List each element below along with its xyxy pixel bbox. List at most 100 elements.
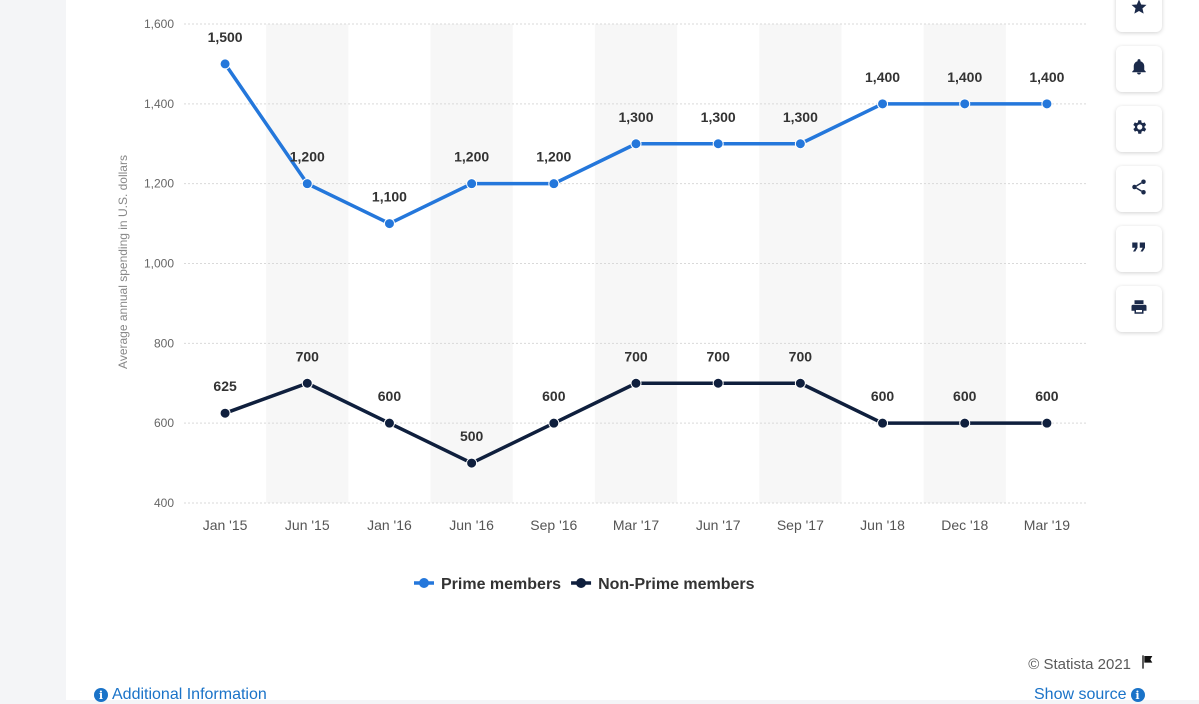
y-axis-label: Average annual spending in U.S. dollars (116, 155, 130, 369)
data-label: 1,100 (372, 189, 407, 205)
data-point (301, 178, 313, 190)
y-tick-label: 600 (154, 416, 174, 430)
data-point (548, 417, 560, 429)
data-label: 1,400 (865, 69, 900, 85)
legend-item-non-prime[interactable]: Non-Prime members (571, 576, 755, 593)
show-source-link[interactable]: Show source i (1034, 686, 1145, 704)
data-point (712, 377, 724, 389)
data-point (383, 417, 395, 429)
legend-swatch-marker (576, 578, 587, 588)
data-point (877, 417, 889, 429)
data-label: 1,200 (536, 149, 571, 165)
x-tick-label: Mar '19 (1024, 517, 1070, 533)
data-point (548, 178, 560, 190)
alternate-band (266, 24, 349, 503)
data-point (1041, 417, 1053, 429)
series-lines: 1,500 1,200 1,100 1,200 1,200 1,300 1,300 1,300… (208, 29, 1065, 469)
x-tick-label: Jun '18 (860, 517, 905, 533)
print-icon (1130, 298, 1148, 321)
data-label: 600 (542, 388, 566, 404)
chart-toolbar (1116, 0, 1164, 346)
credit-text: © Statista 2021 (1028, 655, 1131, 673)
data-label: 1,300 (701, 109, 736, 125)
data-label: 1,400 (947, 69, 982, 85)
data-label: 1,500 (208, 29, 243, 45)
legend-label: Non-Prime members (598, 576, 755, 593)
show-source-label: Show source (1034, 686, 1127, 703)
x-tick-label: Jan '15 (203, 517, 248, 533)
x-tick-label: Jun '16 (449, 517, 494, 533)
data-label: 700 (624, 348, 648, 364)
data-point (219, 407, 231, 419)
data-label: 1,400 (1029, 69, 1064, 85)
additional-information-link[interactable]: i Additional Information (94, 686, 267, 704)
y-tick-label: 1,600 (144, 17, 174, 31)
y-tick-label: 400 (154, 496, 174, 510)
y-tick-label: 1,000 (144, 257, 174, 271)
data-label: 700 (296, 348, 320, 364)
data-label: 600 (871, 388, 895, 404)
data-label: 700 (707, 348, 731, 364)
data-point (466, 457, 478, 469)
x-tick-label: Jan '16 (367, 517, 412, 533)
notification-button[interactable] (1116, 46, 1162, 92)
x-tick-label: Sep '17 (777, 517, 824, 533)
gear-icon (1130, 118, 1148, 141)
chart-card: 400 600 800 1,000 1,200 1,400 1,600 Jan '15 Jun… (66, 0, 1199, 700)
additional-information-label: Additional Information (112, 686, 267, 703)
data-label: 1,300 (783, 109, 818, 125)
data-label: 625 (213, 378, 237, 394)
print-button[interactable] (1116, 286, 1162, 332)
data-label: 1,300 (618, 109, 653, 125)
settings-button[interactable] (1116, 106, 1162, 152)
data-point (1041, 98, 1053, 110)
share-icon (1130, 178, 1148, 201)
x-tick-label: Jun '15 (285, 517, 330, 533)
data-label: 700 (789, 348, 813, 364)
x-tick-label: Jun '17 (696, 517, 741, 533)
data-point (630, 377, 642, 389)
data-label: 1,200 (290, 149, 325, 165)
data-label: 1,200 (454, 149, 489, 165)
data-point (959, 98, 971, 110)
cite-button[interactable] (1116, 226, 1162, 272)
y-tick-label: 800 (154, 336, 174, 350)
data-point (301, 377, 313, 389)
star-icon (1130, 0, 1148, 21)
x-tick-label: Sep '16 (530, 517, 577, 533)
bell-icon (1130, 58, 1148, 81)
data-point (877, 98, 889, 110)
series-prime: 1,500 1,200 1,100 1,200 1,200 1,300 1,300 1,300… (208, 29, 1065, 230)
x-tick-labels: Jan '15 Jun '15 Jan '16 Jun '16 Sep '16 Mar '… (203, 517, 1071, 533)
share-button[interactable] (1116, 166, 1162, 212)
legend-label: Prime members (441, 576, 561, 593)
data-point (219, 58, 231, 70)
data-label: 500 (460, 428, 484, 444)
flag-icon (1139, 654, 1155, 674)
y-tick-label: 1,400 (144, 97, 174, 111)
data-label: 600 (378, 388, 402, 404)
info-icon: i (94, 688, 108, 702)
x-tick-label: Mar '17 (613, 517, 659, 533)
legend-swatch-marker (419, 578, 429, 588)
favorite-button[interactable] (1116, 0, 1162, 32)
y-tick-labels: 400 600 800 1,000 1,200 1,400 1,600 (144, 17, 174, 510)
data-label: 600 (953, 388, 977, 404)
legend-item-prime[interactable]: Prime members (414, 576, 561, 593)
data-point (794, 377, 806, 389)
data-point (630, 138, 642, 150)
quote-icon (1130, 238, 1148, 261)
data-label: 600 (1035, 388, 1059, 404)
line-chart: 400 600 800 1,000 1,200 1,400 1,600 Jan '15 Jun… (116, 17, 1088, 593)
y-tick-label: 1,200 (144, 177, 174, 191)
data-point (712, 138, 724, 150)
info-icon: i (1130, 688, 1145, 702)
legend[interactable]: Prime members Non-Prime members (414, 576, 755, 593)
data-point (466, 178, 478, 190)
series-non-prime: 625 700 600 500 600 700 700 700 600 600 600 (213, 348, 1059, 469)
data-point (959, 417, 971, 429)
data-point (794, 138, 806, 150)
data-point (383, 218, 395, 230)
x-tick-label: Dec '18 (941, 517, 988, 533)
statista-credit[interactable]: © Statista 2021 (1028, 654, 1155, 674)
